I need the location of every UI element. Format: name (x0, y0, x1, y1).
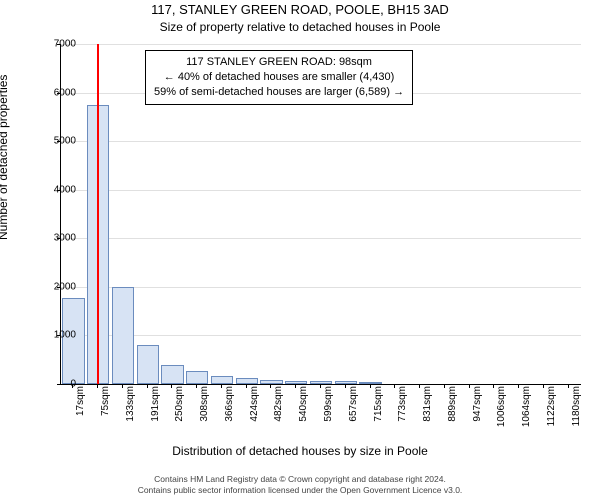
xtick-label: 657sqm (348, 386, 359, 436)
gridline (61, 287, 581, 288)
histogram-bar (359, 382, 381, 384)
chart-xlabel: Distribution of detached houses by size … (0, 444, 600, 458)
xtick-mark (320, 384, 321, 388)
xtick-mark (147, 384, 148, 388)
xtick-mark (171, 384, 172, 388)
ytick-label: 0 (26, 379, 76, 390)
xtick-label: 1180sqm (571, 386, 582, 436)
xtick-mark (221, 384, 222, 388)
chart-title-sub: Size of property relative to detached ho… (0, 20, 600, 34)
xtick-mark (394, 384, 395, 388)
gridline (61, 238, 581, 239)
xtick-label: 1122sqm (546, 386, 557, 436)
gridline (61, 44, 581, 45)
info-line-3: 59% of semi-detached houses are larger (… (154, 85, 404, 100)
histogram-bar (161, 365, 183, 384)
gridline (61, 190, 581, 191)
xtick-mark (196, 384, 197, 388)
xtick-label: 191sqm (150, 386, 161, 436)
xtick-mark (370, 384, 371, 388)
xtick-label: 831sqm (422, 386, 433, 436)
histogram-bar (112, 287, 134, 384)
xtick-label: 1064sqm (521, 386, 532, 436)
ytick-label: 2000 (26, 281, 76, 292)
xtick-mark (72, 384, 73, 388)
ytick-label: 1000 (26, 330, 76, 341)
xtick-label: 1006sqm (496, 386, 507, 436)
property-size-chart: 117, STANLEY GREEN ROAD, POOLE, BH15 3AD… (0, 0, 600, 500)
xtick-mark (270, 384, 271, 388)
xtick-label: 75sqm (100, 386, 111, 436)
xtick-mark (493, 384, 494, 388)
ytick-label: 4000 (26, 184, 76, 195)
histogram-bar (62, 298, 84, 384)
info-line-1: 117 STANLEY GREEN ROAD: 98sqm (154, 55, 404, 70)
xtick-mark (444, 384, 445, 388)
xtick-label: 715sqm (373, 386, 384, 436)
xtick-mark (345, 384, 346, 388)
info-line-2: ← 40% of detached houses are smaller (4,… (154, 70, 404, 85)
xtick-label: 308sqm (199, 386, 210, 436)
xtick-mark (419, 384, 420, 388)
xtick-label: 947sqm (472, 386, 483, 436)
chart-ylabel: Number of detached properties (0, 75, 10, 240)
ytick-label: 7000 (26, 39, 76, 50)
histogram-bar (211, 376, 233, 384)
histogram-bar (335, 381, 357, 384)
ytick-label: 6000 (26, 87, 76, 98)
histogram-bar (260, 380, 282, 384)
histogram-bar (236, 378, 258, 384)
xtick-label: 17sqm (75, 386, 86, 436)
chart-title-main: 117, STANLEY GREEN ROAD, POOLE, BH15 3AD (0, 2, 600, 17)
xtick-mark (122, 384, 123, 388)
xtick-label: 773sqm (397, 386, 408, 436)
xtick-mark (543, 384, 544, 388)
gridline (61, 141, 581, 142)
gridline (61, 335, 581, 336)
histogram-bar (186, 371, 208, 384)
chart-footer: Contains HM Land Registry data © Crown c… (0, 474, 600, 496)
chart-info-box: 117 STANLEY GREEN ROAD: 98sqm ← 40% of d… (145, 50, 413, 105)
xtick-mark (246, 384, 247, 388)
xtick-mark (518, 384, 519, 388)
xtick-label: 366sqm (224, 386, 235, 436)
xtick-label: 599sqm (323, 386, 334, 436)
xtick-mark (568, 384, 569, 388)
xtick-label: 424sqm (249, 386, 260, 436)
xtick-label: 889sqm (447, 386, 458, 436)
histogram-bar (137, 345, 159, 384)
footer-line-1: Contains HM Land Registry data © Crown c… (0, 474, 600, 485)
xtick-label: 133sqm (125, 386, 136, 436)
xtick-mark (295, 384, 296, 388)
footer-line-2: Contains public sector information licen… (0, 485, 600, 496)
xtick-mark (469, 384, 470, 388)
reference-marker-line (97, 44, 99, 384)
xtick-label: 482sqm (273, 386, 284, 436)
ytick-label: 3000 (26, 233, 76, 244)
histogram-bar (285, 381, 307, 384)
xtick-label: 540sqm (298, 386, 309, 436)
xtick-label: 250sqm (174, 386, 185, 436)
xtick-mark (97, 384, 98, 388)
ytick-label: 5000 (26, 136, 76, 147)
